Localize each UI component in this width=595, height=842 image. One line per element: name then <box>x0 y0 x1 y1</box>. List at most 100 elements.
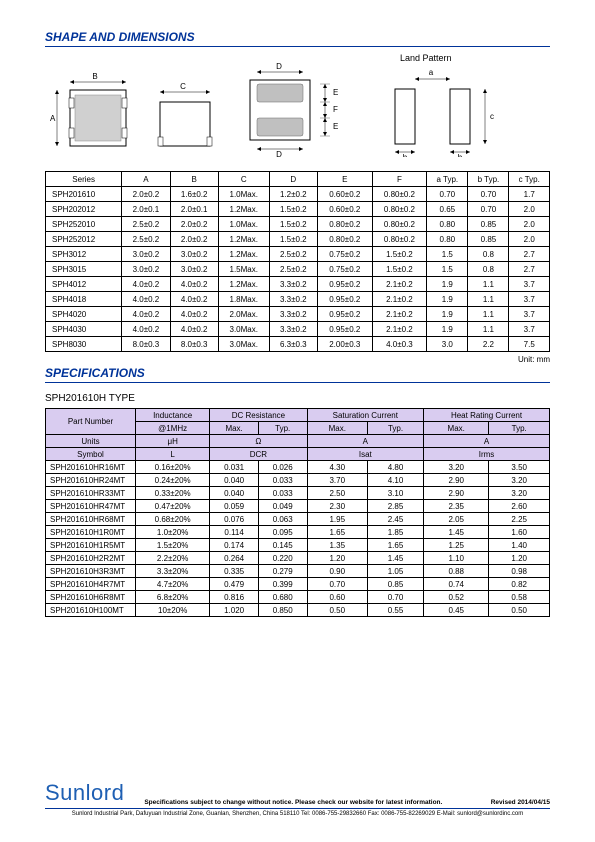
dim-cell: 2.0±0.1 <box>170 202 218 217</box>
spec-cell: 1.35 <box>307 539 367 552</box>
dim-cell: 1.2Max. <box>218 277 269 292</box>
spec-cell: SPH201610H100MT <box>46 604 136 617</box>
spec-cell: 3.50 <box>489 461 550 474</box>
dim-cell: 0.8 <box>468 262 509 277</box>
dim-cell: 2.0 <box>509 232 550 247</box>
dim-cell: 1.2Max. <box>218 247 269 262</box>
dim-cell: 1.2Max. <box>218 202 269 217</box>
dim-cell: 3.7 <box>509 277 550 292</box>
spec-cell: 0.033 <box>258 474 307 487</box>
dim-cell: 2.2 <box>468 337 509 352</box>
spec-cell: 1.20 <box>489 552 550 565</box>
type-heading: SPH201610H TYPE <box>45 393 550 404</box>
dim-cell: 1.8Max. <box>218 292 269 307</box>
spec-subheader: Typ. <box>367 422 423 435</box>
spec-subheader: Max. <box>210 422 259 435</box>
spec-cell: 3.70 <box>307 474 367 487</box>
dim-cell: 2.0Max. <box>218 307 269 322</box>
spec-symbol: Irms <box>424 448 550 461</box>
dim-cell: SPH4018 <box>46 292 122 307</box>
label-B: B <box>92 72 97 81</box>
dim-cell: 1.1 <box>468 322 509 337</box>
dim-cell: 4.0±0.2 <box>122 322 170 337</box>
spec-cell: 0.220 <box>258 552 307 565</box>
spec-cell: 1.05 <box>367 565 423 578</box>
dim-cell: 3.7 <box>509 322 550 337</box>
spec-cell: 0.16±20% <box>136 461 210 474</box>
spec-cell: 0.031 <box>210 461 259 474</box>
dim-cell: SPH4012 <box>46 277 122 292</box>
dim-header-cell: b Typ. <box>468 172 509 187</box>
dim-cell: 3.7 <box>509 292 550 307</box>
spec-cell: 0.82 <box>489 578 550 591</box>
spec-unit: μH <box>136 435 210 448</box>
spec-subheader: Max. <box>307 422 367 435</box>
dim-cell: 0.95±0.2 <box>317 307 372 322</box>
spec-cell: 0.059 <box>210 500 259 513</box>
spec-cell: 0.45 <box>424 604 489 617</box>
dim-cell: 3.0Max. <box>218 337 269 352</box>
dim-cell: 0.70 <box>468 187 509 202</box>
spec-symbol: DCR <box>210 448 307 461</box>
spec-cell: 0.114 <box>210 526 259 539</box>
spec-cell: SPH201610HR16MT <box>46 461 136 474</box>
spec-symbol: L <box>136 448 210 461</box>
dim-cell: 0.8 <box>468 247 509 262</box>
spec-cell: 3.3±20% <box>136 565 210 578</box>
spec-cell: 2.25 <box>489 513 550 526</box>
spec-header: DC Resistance <box>210 409 307 422</box>
spec-cell: 0.095 <box>258 526 307 539</box>
footer-revised: Revised 2014/04/15 <box>491 799 550 806</box>
dim-cell: 0.95±0.2 <box>317 277 372 292</box>
label-a: a <box>429 68 434 77</box>
dim-cell: SPH252012 <box>46 232 122 247</box>
label-b1: b <box>403 153 408 157</box>
spec-cell: 0.145 <box>258 539 307 552</box>
footer: Sunlord Specifications subject to change… <box>45 780 550 817</box>
dim-header-cell: D <box>269 172 317 187</box>
unit-label: Unit: mm <box>518 355 550 364</box>
label-c: c <box>490 112 494 121</box>
dim-cell: 1.5±0.2 <box>269 202 317 217</box>
spec-header: Inductance <box>136 409 210 422</box>
dim-cell: 1.5±0.2 <box>372 262 427 277</box>
dim-cell: 2.7 <box>509 262 550 277</box>
dim-cell: SPH202012 <box>46 202 122 217</box>
dim-cell: 1.0Max. <box>218 187 269 202</box>
spec-units-label: Units <box>46 435 136 448</box>
spec-cell: 1.020 <box>210 604 259 617</box>
dim-cell: 1.5 <box>427 247 468 262</box>
spec-cell: 0.74 <box>424 578 489 591</box>
spec-cell: 4.10 <box>367 474 423 487</box>
spec-cell: 1.65 <box>367 539 423 552</box>
spec-cell: 0.076 <box>210 513 259 526</box>
dim-header-cell: a Typ. <box>427 172 468 187</box>
dim-cell: 0.80±0.2 <box>317 217 372 232</box>
spec-cell: SPH201610HR24MT <box>46 474 136 487</box>
spec-symbol-label: Symbol <box>46 448 136 461</box>
section-specs-title: SPECIFICATIONS <box>45 366 550 383</box>
dim-cell: 2.7 <box>509 247 550 262</box>
dim-cell: 1.9 <box>427 277 468 292</box>
dim-cell: 0.80±0.2 <box>372 232 427 247</box>
dim-cell: 1.2±0.2 <box>269 187 317 202</box>
dim-cell: 3.0 <box>427 337 468 352</box>
spec-cell: 3.10 <box>367 487 423 500</box>
spec-cell: 0.70 <box>307 578 367 591</box>
dim-cell: 3.0±0.2 <box>170 247 218 262</box>
dim-cell: 3.0±0.2 <box>170 262 218 277</box>
spec-table: Part NumberInductanceDC ResistanceSatura… <box>45 408 550 617</box>
dim-cell: 4.0±0.2 <box>122 292 170 307</box>
spec-cell: SPH201610H6R8MT <box>46 591 136 604</box>
dim-cell: 3.0±0.2 <box>122 247 170 262</box>
spec-cell: 0.24±20% <box>136 474 210 487</box>
spec-cell: 0.816 <box>210 591 259 604</box>
label-F: F <box>333 105 338 114</box>
spec-cell: 1.40 <box>489 539 550 552</box>
dim-cell: 1.5 <box>427 262 468 277</box>
dim-cell: SPH4020 <box>46 307 122 322</box>
dim-cell: 2.5±0.2 <box>122 232 170 247</box>
spec-symbol: Isat <box>307 448 424 461</box>
spec-cell: 2.2±20% <box>136 552 210 565</box>
dim-cell: 0.85 <box>468 232 509 247</box>
